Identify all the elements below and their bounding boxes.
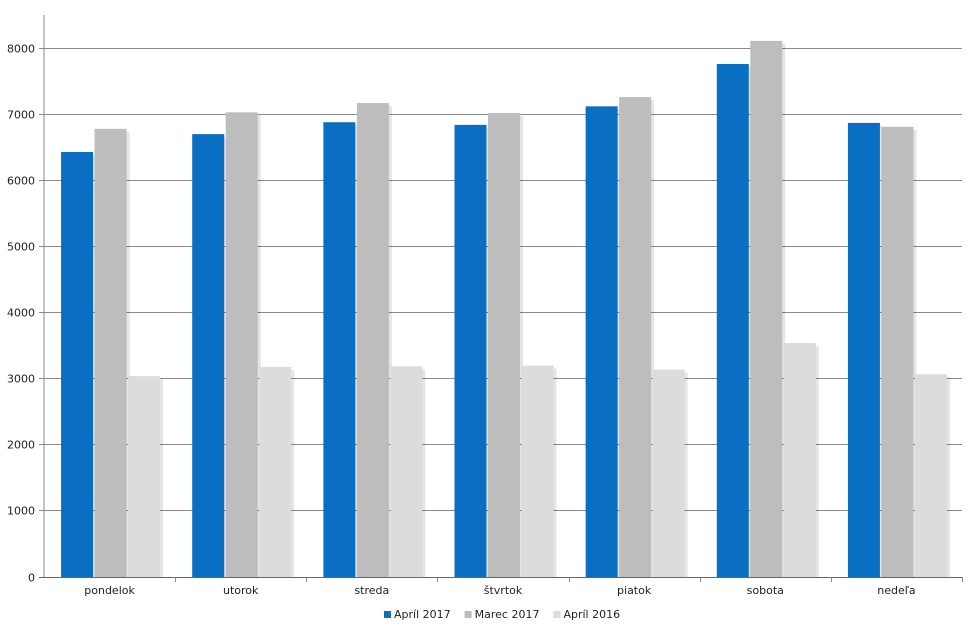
bar [716,64,749,577]
bar [488,112,520,578]
bar [914,374,947,577]
axes: 0 1000 2000 3000 4000 5000 6000 7000 8000 pondelo… [7,15,963,597]
legend: Apríl 2017 Marec 2017 Apríl 2016 [384,608,620,621]
legend-item[interactable]: Apríl 2017 [384,608,451,621]
x-tick-label: pondelok [84,584,135,597]
bar [192,134,225,577]
legend-label: Apríl 2016 [563,608,620,621]
bar [390,366,423,577]
bar [847,122,880,577]
x-tick-label: štvrtok [484,584,523,597]
y-tick-label: 2000 [7,439,35,452]
bar [585,106,618,577]
x-tick-label: piatok [617,584,652,597]
y-tick-label: 5000 [7,241,35,254]
bar [356,103,389,578]
bar [750,40,783,577]
x-tick-label: sobota [747,584,784,597]
bar [61,151,94,578]
y-tick-label: 1000 [7,505,35,518]
bar [454,124,487,578]
bar [652,369,685,577]
y-tick-label: 4000 [7,307,35,320]
bar [225,112,258,578]
bar [619,97,652,577]
legend-item[interactable]: Marec 2017 [464,608,540,621]
legend-item[interactable]: Apríl 2016 [553,608,620,621]
legend-label: Apríl 2017 [394,608,451,621]
bar [128,376,161,577]
y-tick-label: 8000 [7,43,35,56]
x-tick-label: utorok [223,584,259,597]
legend-swatch [553,611,561,618]
y-tick-label: 6000 [7,175,35,188]
bar [94,128,127,578]
y-tick-label: 0 [28,572,35,585]
legend-label: Marec 2017 [475,608,540,621]
bar [881,126,914,577]
bar [783,343,816,577]
bar [323,122,356,577]
bar [259,366,292,577]
legend-swatch [384,611,391,618]
bar [521,365,554,577]
y-tick-label: 7000 [7,109,35,122]
x-tick-label: streda [354,584,389,597]
bars [61,40,950,578]
x-tick-label: nedeľa [877,584,915,597]
y-tick-label: 3000 [7,373,35,386]
legend-swatch [464,611,472,618]
